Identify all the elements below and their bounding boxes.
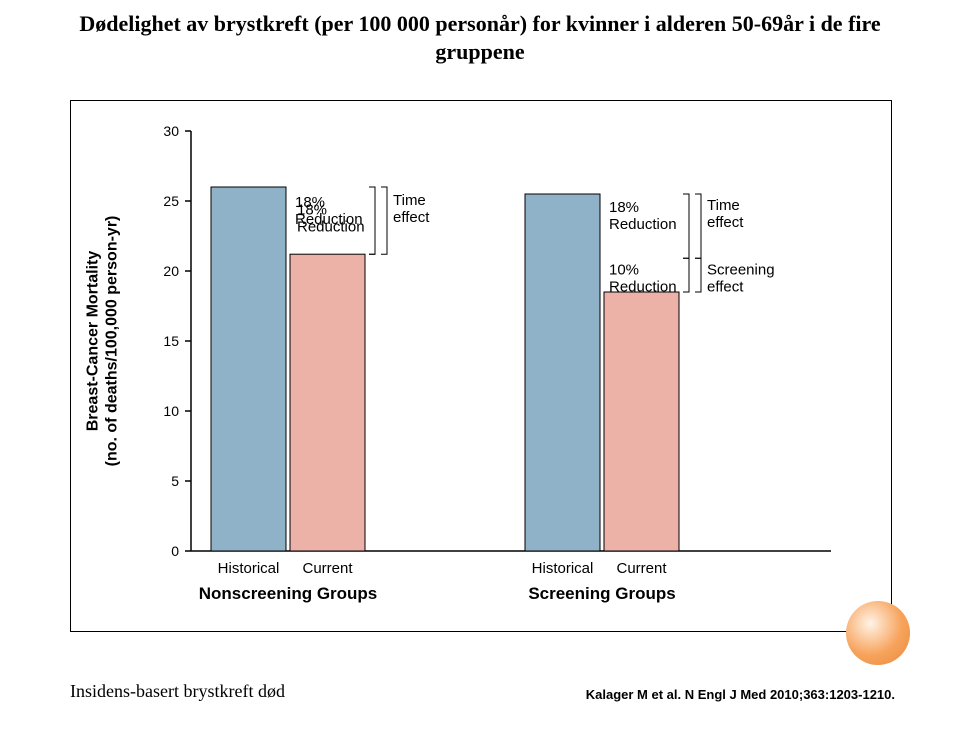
svg-text:Historical: Historical: [218, 560, 280, 577]
svg-text:10: 10: [163, 403, 179, 419]
svg-text:15: 15: [163, 333, 179, 349]
svg-text:Breast-Cancer Mortality(no. of: Breast-Cancer Mortality(no. of deaths/10…: [84, 216, 120, 467]
svg-text:Nonscreening Groups: Nonscreening Groups: [199, 584, 378, 603]
bar-chart: 0 5 10 15 20 25 30 Breast-Cancer Mortality(no. …: [71, 101, 891, 631]
svg-text:Reduction: Reduction: [295, 211, 363, 228]
svg-text:effect: effect: [707, 214, 744, 231]
svg-text:Time: Time: [707, 197, 740, 214]
svg-text:Reduction: Reduction: [609, 216, 677, 233]
footer-citation: Kalager M et al. N Engl J Med 2010;363:1…: [586, 687, 895, 702]
svg-text:Current: Current: [616, 560, 667, 577]
decorative-circle: [846, 601, 910, 665]
svg-text:Historical: Historical: [532, 560, 594, 577]
footer-caption-left: Insidens-basert brystkreft død: [70, 681, 285, 702]
svg-text:Screening: Screening: [707, 261, 775, 278]
svg-text:0: 0: [171, 543, 179, 559]
svg-text:Time: Time: [393, 192, 426, 209]
svg-text:Reduction: Reduction: [609, 278, 677, 295]
svg-text:18%: 18%: [609, 199, 639, 216]
page-title: Dødelighet av brystkreft (per 100 000 pe…: [0, 10, 960, 65]
title-line-1: Dødelighet av brystkreft (per 100 000 pe…: [79, 11, 880, 36]
svg-text:effect: effect: [393, 209, 430, 226]
svg-text:10%: 10%: [609, 261, 639, 278]
svg-text:30: 30: [163, 123, 179, 139]
svg-text:Screening Groups: Screening Groups: [528, 584, 675, 603]
svg-text:Current: Current: [302, 560, 353, 577]
svg-text:effect: effect: [707, 278, 744, 295]
svg-text:18%: 18%: [295, 194, 325, 211]
svg-text:5: 5: [171, 473, 179, 489]
svg-text:20: 20: [163, 263, 179, 279]
title-line-2: gruppene: [435, 39, 524, 64]
svg-text:25: 25: [163, 193, 179, 209]
chart-frame: 0 5 10 15 20 25 30 Breast-Cancer Mortality(no. …: [70, 100, 892, 632]
